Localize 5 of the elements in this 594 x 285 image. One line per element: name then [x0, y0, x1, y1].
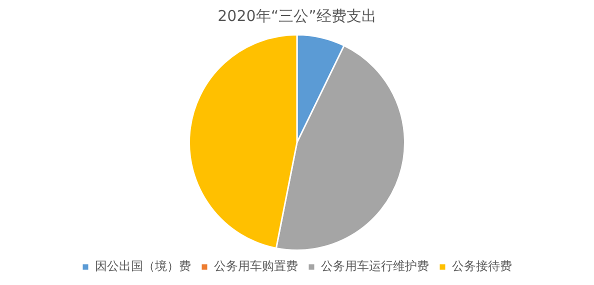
legend-label: 因公出国（境）费 [95, 259, 191, 274]
legend-label: 公务用车购置费 [214, 259, 298, 274]
legend-label: 公务接待费 [452, 259, 512, 274]
legend-label: 公务用车运行维护费 [321, 259, 429, 274]
chart-title: 2020年“三公”经费支出 [218, 6, 376, 25]
